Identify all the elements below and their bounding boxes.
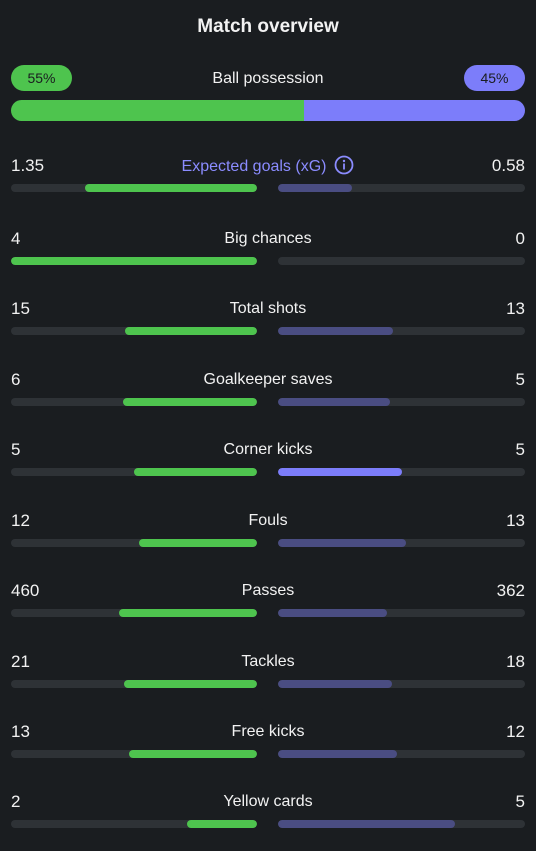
stat-away-value: 12 <box>506 722 525 741</box>
stat-row: 15 Total shots 13 <box>0 298 536 348</box>
stat-away-value: 18 <box>506 652 525 671</box>
stat-away-value: 13 <box>506 299 525 318</box>
stat-away-bar <box>278 539 525 547</box>
stat-away-bar-fill <box>278 398 391 406</box>
stat-name: Tackles <box>0 651 536 673</box>
stat-home-bar-fill <box>125 327 257 335</box>
possession-away-badge: 45% <box>464 65 525 91</box>
stat-row: 13 Free kicks 12 <box>0 721 536 771</box>
stat-row: 6 Goalkeeper saves 5 <box>0 369 536 419</box>
stat-home-bar-fill <box>138 539 257 547</box>
stat-name-label: Yellow cards <box>223 793 313 810</box>
stat-home-bar-fill <box>119 609 257 617</box>
stat-name-label: Goalkeeper saves <box>203 371 333 388</box>
stat-away-bar-fill <box>278 184 353 192</box>
stat-away-value: 0 <box>515 229 525 248</box>
stat-name-label: Total shots <box>229 300 307 317</box>
stat-name: Big chances <box>0 228 536 250</box>
stat-home-bar <box>11 184 257 192</box>
stat-home-bar-fill <box>11 257 257 265</box>
stat-row: 21 Tackles 18 <box>0 651 536 701</box>
stat-home-bar <box>11 327 257 335</box>
stat-away-bar <box>278 609 525 617</box>
stat-row: 12 Fouls 13 <box>0 510 536 560</box>
stat-home-bar <box>11 539 257 547</box>
stat-name: Yellow cards <box>0 791 536 813</box>
stat-home-value: 13 <box>11 722 30 741</box>
possession-label: Ball possession <box>212 70 324 87</box>
stat-row: 2 Yellow cards 5 <box>0 791 536 841</box>
stat-away-bar <box>278 750 525 758</box>
stat-name-label: Passes <box>241 582 295 599</box>
possession-bar <box>11 100 525 121</box>
stat-home-value: 12 <box>11 511 30 530</box>
stat-home-value: 15 <box>11 299 30 318</box>
stat-name: Total shots <box>0 298 536 320</box>
stat-home-value: 460 <box>11 581 40 600</box>
stat-home-bar <box>11 680 257 688</box>
stat-home-value: 1.35 <box>11 156 45 175</box>
stat-name-label: Tackles <box>241 653 295 670</box>
stat-home-bar <box>11 609 257 617</box>
stat-away-bar-fill <box>278 539 407 547</box>
info-icon[interactable] <box>334 155 354 182</box>
stat-away-value: 5 <box>515 370 525 389</box>
stat-home-bar-fill <box>122 398 257 406</box>
page-title: Match overview <box>197 16 339 37</box>
stat-name-label: Expected goals (xG) <box>181 158 327 175</box>
stat-home-bar <box>11 257 257 265</box>
stat-away-bar <box>278 820 525 828</box>
stat-name-label: Corner kicks <box>223 441 313 458</box>
stat-away-bar <box>278 184 525 192</box>
stat-away-value: 13 <box>506 511 525 530</box>
stat-row: 5 Corner kicks 5 <box>0 439 536 489</box>
stat-home-bar-fill <box>84 184 257 192</box>
stat-away-value: 362 <box>496 581 525 600</box>
possession-home-fill <box>11 100 304 121</box>
stat-name-label: Fouls <box>248 512 288 529</box>
stat-away-bar <box>278 680 525 688</box>
stat-away-value: 0.58 <box>491 156 525 175</box>
stat-away-bar-fill <box>278 820 455 828</box>
stat-home-bar <box>11 398 257 406</box>
stat-away-bar-fill <box>278 468 402 476</box>
stat-home-bar <box>11 820 257 828</box>
stat-away-bar-fill <box>278 680 392 688</box>
stat-name: Passes <box>0 580 536 602</box>
stat-home-bar-fill <box>124 680 257 688</box>
stat-away-value: 5 <box>515 792 525 811</box>
stat-home-value: 5 <box>11 440 21 459</box>
stat-home-bar-fill <box>129 750 257 758</box>
stat-away-value: 5 <box>515 440 525 459</box>
stat-away-bar-fill <box>278 750 397 758</box>
stat-name-label: Big chances <box>224 230 312 247</box>
stat-home-bar-fill <box>134 468 257 476</box>
stat-home-value: 2 <box>11 792 21 811</box>
stat-away-bar <box>278 327 525 335</box>
stat-name: Goalkeeper saves <box>0 369 536 391</box>
stat-away-bar-fill <box>278 609 387 617</box>
stat-row: 1.35 Expected goals (xG) 0.58 <box>0 155 536 205</box>
stat-home-bar <box>11 468 257 476</box>
stat-away-bar-fill <box>278 327 393 335</box>
stat-home-bar-fill <box>186 820 257 828</box>
stat-name: Corner kicks <box>0 439 536 461</box>
stat-name: Free kicks <box>0 721 536 743</box>
stat-home-value: 21 <box>11 652 30 671</box>
stat-row: 460 Passes 362 <box>0 580 536 630</box>
stat-name-label: Free kicks <box>231 723 305 740</box>
stat-away-bar <box>278 468 525 476</box>
stat-home-value: 4 <box>11 229 21 248</box>
stat-name: Fouls <box>0 510 536 532</box>
stat-row: 4 Big chances 0 <box>0 228 536 278</box>
possession-away-fill <box>303 100 525 121</box>
possession-home-badge: 55% <box>11 65 72 91</box>
stat-name[interactable]: Expected goals (xG) <box>0 155 536 182</box>
stat-away-bar <box>278 257 525 265</box>
stat-home-bar <box>11 750 257 758</box>
stat-away-bar <box>278 398 525 406</box>
stat-home-value: 6 <box>11 370 21 389</box>
